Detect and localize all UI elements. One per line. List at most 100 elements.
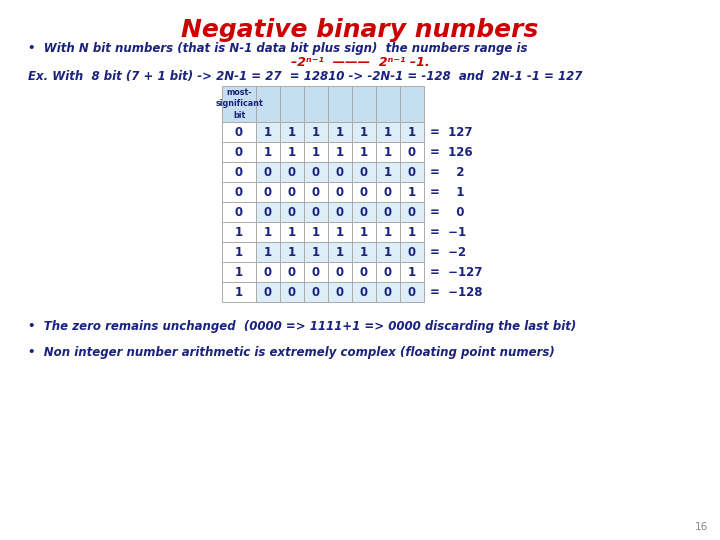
Text: 0: 0 — [336, 286, 344, 299]
Text: 16: 16 — [695, 522, 708, 532]
FancyBboxPatch shape — [280, 86, 304, 122]
FancyBboxPatch shape — [256, 282, 280, 302]
FancyBboxPatch shape — [222, 142, 256, 162]
Text: =  −1: = −1 — [430, 226, 466, 239]
FancyBboxPatch shape — [222, 262, 256, 282]
FancyBboxPatch shape — [304, 86, 328, 122]
FancyBboxPatch shape — [328, 142, 352, 162]
FancyBboxPatch shape — [376, 122, 400, 142]
Text: 0: 0 — [312, 286, 320, 299]
FancyBboxPatch shape — [400, 202, 424, 222]
FancyBboxPatch shape — [280, 142, 304, 162]
Text: 0: 0 — [408, 246, 416, 259]
Text: 0: 0 — [384, 286, 392, 299]
FancyBboxPatch shape — [280, 262, 304, 282]
FancyBboxPatch shape — [400, 282, 424, 302]
Text: 0: 0 — [360, 206, 368, 219]
Text: Negative binary numbers: Negative binary numbers — [181, 18, 539, 42]
Text: 1: 1 — [288, 226, 296, 239]
FancyBboxPatch shape — [328, 282, 352, 302]
FancyBboxPatch shape — [328, 222, 352, 242]
Text: 0: 0 — [288, 165, 296, 179]
Text: 1: 1 — [360, 246, 368, 259]
Text: 1: 1 — [312, 125, 320, 138]
Text: 0: 0 — [336, 206, 344, 219]
Text: 1: 1 — [264, 125, 272, 138]
FancyBboxPatch shape — [328, 262, 352, 282]
Text: 1: 1 — [408, 125, 416, 138]
Text: =    1: = 1 — [430, 186, 464, 199]
FancyBboxPatch shape — [376, 222, 400, 242]
Text: 1: 1 — [336, 226, 344, 239]
FancyBboxPatch shape — [400, 262, 424, 282]
Text: 1: 1 — [235, 286, 243, 299]
FancyBboxPatch shape — [328, 162, 352, 182]
FancyBboxPatch shape — [352, 262, 376, 282]
Text: most-
significant
bit: most- significant bit — [215, 89, 263, 119]
Text: 1: 1 — [384, 246, 392, 259]
Text: =  −127: = −127 — [430, 266, 482, 279]
FancyBboxPatch shape — [328, 86, 352, 122]
FancyBboxPatch shape — [222, 122, 256, 142]
FancyBboxPatch shape — [280, 282, 304, 302]
Text: 0: 0 — [384, 206, 392, 219]
Text: 1: 1 — [360, 226, 368, 239]
FancyBboxPatch shape — [400, 222, 424, 242]
Text: 1: 1 — [312, 145, 320, 159]
Text: 0: 0 — [384, 186, 392, 199]
FancyBboxPatch shape — [280, 182, 304, 202]
Text: 0: 0 — [312, 186, 320, 199]
Text: 0: 0 — [288, 286, 296, 299]
Text: =  126: = 126 — [430, 145, 472, 159]
Text: 0: 0 — [360, 286, 368, 299]
Text: 1: 1 — [264, 145, 272, 159]
Text: 0: 0 — [336, 266, 344, 279]
FancyBboxPatch shape — [256, 86, 280, 122]
Text: 1: 1 — [360, 125, 368, 138]
Text: 0: 0 — [235, 165, 243, 179]
Text: =  −2: = −2 — [430, 246, 466, 259]
FancyBboxPatch shape — [376, 242, 400, 262]
FancyBboxPatch shape — [256, 122, 280, 142]
FancyBboxPatch shape — [280, 162, 304, 182]
Text: 0: 0 — [288, 206, 296, 219]
FancyBboxPatch shape — [280, 122, 304, 142]
FancyBboxPatch shape — [304, 142, 328, 162]
Text: –2ⁿ⁻¹  ———  2ⁿ⁻¹ –1.: –2ⁿ⁻¹ ——— 2ⁿ⁻¹ –1. — [291, 56, 429, 69]
FancyBboxPatch shape — [400, 86, 424, 122]
Text: 1: 1 — [384, 165, 392, 179]
FancyBboxPatch shape — [376, 262, 400, 282]
FancyBboxPatch shape — [222, 222, 256, 242]
Text: =    0: = 0 — [430, 206, 464, 219]
FancyBboxPatch shape — [400, 182, 424, 202]
FancyBboxPatch shape — [280, 242, 304, 262]
Text: 1: 1 — [264, 226, 272, 239]
Text: 1: 1 — [235, 246, 243, 259]
FancyBboxPatch shape — [222, 282, 256, 302]
FancyBboxPatch shape — [222, 202, 256, 222]
FancyBboxPatch shape — [280, 202, 304, 222]
FancyBboxPatch shape — [304, 282, 328, 302]
FancyBboxPatch shape — [304, 242, 328, 262]
FancyBboxPatch shape — [222, 162, 256, 182]
Text: 0: 0 — [312, 206, 320, 219]
Text: 0: 0 — [235, 206, 243, 219]
Text: 1: 1 — [384, 125, 392, 138]
Text: 0: 0 — [288, 266, 296, 279]
FancyBboxPatch shape — [280, 222, 304, 242]
Text: •  With N bit numbers (that is N-1 data bit plus sign)  the numbers range is: • With N bit numbers (that is N-1 data b… — [28, 42, 528, 55]
Text: 0: 0 — [384, 266, 392, 279]
FancyBboxPatch shape — [256, 242, 280, 262]
Text: 1: 1 — [384, 145, 392, 159]
Text: Ex. With  8 bit (7 + 1 bit) -> 2N-1 = 27  = 12810 -> -2N-1 = -128  and  2N-1 -1 : Ex. With 8 bit (7 + 1 bit) -> 2N-1 = 27 … — [28, 70, 582, 83]
Text: 1: 1 — [312, 246, 320, 259]
FancyBboxPatch shape — [376, 182, 400, 202]
FancyBboxPatch shape — [256, 162, 280, 182]
FancyBboxPatch shape — [222, 242, 256, 262]
Text: 0: 0 — [312, 266, 320, 279]
Text: 1: 1 — [312, 226, 320, 239]
Text: 0: 0 — [264, 286, 272, 299]
Text: 0: 0 — [264, 186, 272, 199]
FancyBboxPatch shape — [352, 142, 376, 162]
Text: 1: 1 — [336, 145, 344, 159]
